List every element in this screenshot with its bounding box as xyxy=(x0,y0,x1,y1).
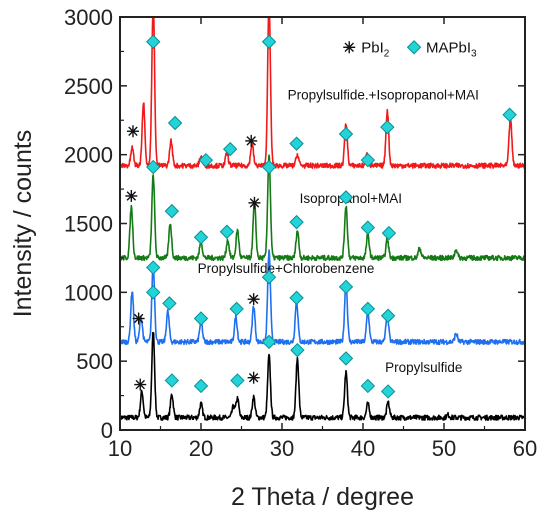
legend-label: PbI2 xyxy=(361,39,390,59)
peak-markers xyxy=(125,34,517,399)
mapbi3-marker xyxy=(261,269,277,285)
series-label-0: Propylsulfide xyxy=(385,360,462,375)
pbi2-marker xyxy=(126,125,139,138)
mapbi3-marker xyxy=(338,190,354,205)
y-tick-label: 1000 xyxy=(64,280,113,305)
mapbi3-marker xyxy=(261,334,277,350)
series-label-1: Propylsulfide+Chlorobenzene xyxy=(198,261,375,276)
y-tick-label: 3000 xyxy=(64,5,113,30)
series-line-1 xyxy=(120,249,525,346)
pbi2-marker xyxy=(247,371,260,384)
series-line-2 xyxy=(120,154,525,262)
legend-label: MAPbI3 xyxy=(426,39,477,59)
y-tick-label: 0 xyxy=(101,418,113,443)
plot-area xyxy=(120,17,525,421)
legend: PbI2 MAPbI3 xyxy=(343,39,477,59)
pbi2-marker xyxy=(125,189,138,202)
mapbi3-marker xyxy=(502,107,517,122)
pbi2-marker xyxy=(245,134,258,147)
axis-ticks: 10 20 30 40 50 60 0 500 1000 1500 2000 2500 3000 xyxy=(64,5,537,461)
mapbi3-marker xyxy=(289,136,304,151)
mapbi3-marker xyxy=(360,378,376,394)
mapbi3-marker xyxy=(338,126,354,142)
mapbi3-marker xyxy=(167,115,183,131)
mapbi3-marker xyxy=(289,214,304,230)
mapbi3-marker xyxy=(381,225,397,241)
x-axis-title: 2 Theta / degree xyxy=(231,483,414,511)
y-tick-label: 1500 xyxy=(64,212,113,237)
mapbi3-marker xyxy=(380,119,395,135)
mapbi3-marker xyxy=(146,285,161,300)
mapbi3-marker xyxy=(360,152,376,168)
x-tick-label: 50 xyxy=(432,436,456,461)
mapbi3-marker xyxy=(338,279,354,295)
mapbi3-marker xyxy=(198,152,214,168)
mapbi3-marker xyxy=(162,296,177,311)
series-labels: Propylsulfide Propylsulfide+Chlorobenzene… xyxy=(198,88,479,376)
mapbi3-marker xyxy=(164,373,180,388)
x-tick-label: 20 xyxy=(189,436,213,461)
y-tick-label: 500 xyxy=(76,349,113,374)
y-tick-label: 2000 xyxy=(64,143,113,168)
mapbi3-marker xyxy=(229,301,244,317)
y-tick-label: 2500 xyxy=(64,74,113,99)
mapbi3-marker xyxy=(261,159,277,175)
plot-frame xyxy=(119,16,526,431)
mapbi3-marker xyxy=(164,203,180,219)
mapbi3-marker xyxy=(146,159,161,175)
series-line-3 xyxy=(120,17,525,169)
pbi2-marker xyxy=(248,196,261,209)
mapbi3-marker xyxy=(261,34,277,49)
mapbi3-marker xyxy=(290,342,305,358)
x-tick-label: 30 xyxy=(270,436,294,461)
mapbi3-marker xyxy=(360,301,376,317)
mapbi3-marker xyxy=(193,378,209,394)
mapbi3-marker xyxy=(338,351,354,366)
pbi2-marker xyxy=(247,293,260,306)
mapbi3-marker xyxy=(219,224,235,239)
mapbi3-marker xyxy=(230,373,245,388)
legend-pbi2-icon xyxy=(343,41,356,54)
mapbi3-marker xyxy=(193,311,209,326)
mapbi3-marker xyxy=(289,290,304,306)
mapbi3-marker xyxy=(222,141,238,157)
mapbi3-marker xyxy=(146,34,161,49)
mapbi3-marker xyxy=(380,308,396,323)
pbi2-marker xyxy=(134,378,147,391)
series-line-0 xyxy=(120,331,525,421)
series-label-3: Propylsulfide.+Isopropanol+MAI xyxy=(288,88,479,103)
mapbi3-marker xyxy=(146,260,161,275)
x-tick-label: 10 xyxy=(108,436,132,461)
x-tick-label: 40 xyxy=(351,436,375,461)
mapbi3-marker xyxy=(380,384,396,399)
mapbi3-marker xyxy=(360,220,376,235)
mapbi3-marker xyxy=(193,230,209,245)
y-axis-title: Intensity / counts xyxy=(9,130,37,318)
pbi2-marker xyxy=(132,312,145,325)
legend-mapbi3-icon xyxy=(406,40,422,55)
x-tick-label: 60 xyxy=(513,436,537,461)
